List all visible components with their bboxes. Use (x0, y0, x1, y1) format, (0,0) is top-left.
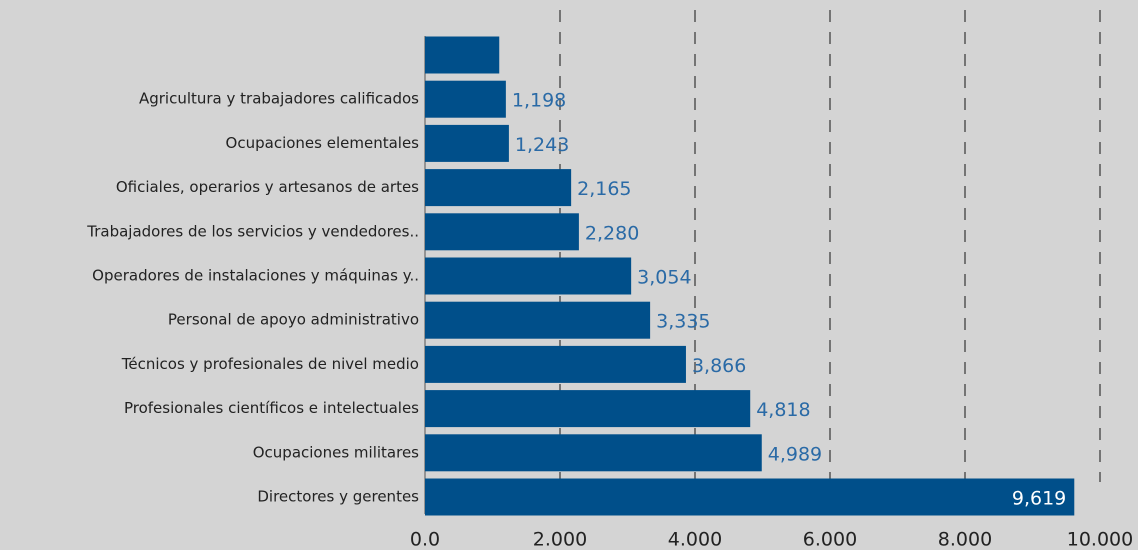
bar (425, 124, 509, 162)
value-label: 2,165 (577, 178, 631, 200)
value-label: 3,335 (656, 311, 710, 333)
bar (425, 213, 579, 251)
y-tick-label: Agricultura y trabajadores calificados (139, 90, 419, 108)
y-tick-label: Trabajadores de los servicios y vendedor… (86, 222, 419, 240)
x-tick-label: 8.000 (938, 529, 992, 550)
value-label: 2,280 (585, 222, 639, 244)
y-tick-label: Directores y gerentes (257, 488, 419, 506)
bar (425, 390, 751, 428)
x-tick-label: 6.000 (803, 529, 857, 550)
y-tick-label: Personal de apoyo administrativo (168, 311, 419, 329)
bar (425, 301, 651, 339)
value-label: 1,243 (515, 134, 569, 156)
y-tick-label: Ocupaciones militares (253, 443, 419, 461)
x-tick-label: 4.000 (668, 529, 722, 550)
bar (425, 478, 1075, 516)
bar (425, 80, 506, 118)
value-label: 4,989 (768, 443, 822, 465)
value-label: 4,818 (756, 399, 810, 421)
y-tick-label: Profesionales científicos e intelectuale… (124, 399, 419, 417)
x-tick-label: 10.000 (1067, 529, 1133, 550)
bar (425, 169, 572, 207)
value-label: 1,198 (512, 90, 566, 112)
y-tick-label: Ocupaciones elementales (226, 134, 420, 152)
bar (425, 36, 500, 74)
x-tick-label: 0.0 (410, 529, 440, 550)
x-tick-label: 2.000 (533, 529, 587, 550)
bar (425, 434, 762, 472)
value-label: 9,619 (1012, 488, 1066, 510)
bar (425, 257, 632, 295)
y-tick-label: Oficiales, operarios y artesanos de arte… (116, 178, 419, 196)
y-tick-label: Técnicos y profesionales de nivel medio (121, 355, 419, 373)
value-label: 3,054 (637, 267, 691, 289)
bar (425, 345, 686, 383)
value-label: 3,866 (692, 355, 746, 377)
y-tick-label: Operadores de instalaciones y máquinas y… (92, 267, 419, 285)
